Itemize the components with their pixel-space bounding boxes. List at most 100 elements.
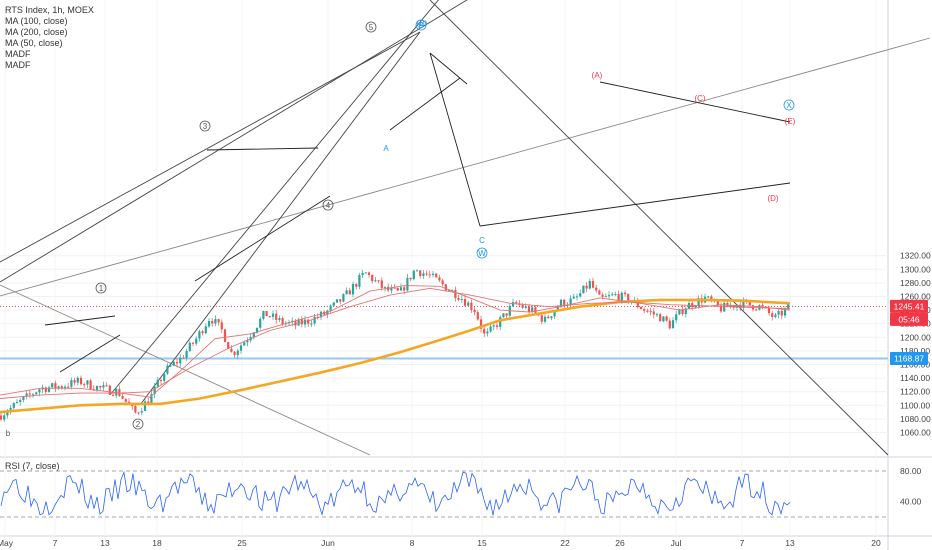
candle-body (585, 285, 588, 289)
candle-body (230, 348, 233, 352)
candle-body (252, 332, 255, 337)
candle-body (348, 290, 351, 295)
candle-body (396, 287, 399, 291)
candle-body (175, 361, 179, 364)
wave-labels: 1 2 3 4 5 B A CW (A) (B) (C) (D) (E) Xb (6, 19, 796, 438)
candle-body (489, 326, 492, 332)
candle-body (742, 300, 745, 308)
candle-body (419, 270, 422, 276)
candle-body (3, 415, 6, 420)
candle-body (694, 306, 697, 308)
candle-body (0, 415, 3, 420)
candle-body (479, 319, 483, 329)
candle-body (188, 342, 191, 352)
candle-body (47, 387, 51, 392)
legend-ma100: MA (100, close) (5, 16, 68, 26)
candle-body (454, 289, 457, 299)
x-tick-label: 7 (53, 538, 58, 548)
candle-body (486, 331, 489, 334)
legend-title: RTS Index, 1h, MOEX (5, 5, 94, 15)
candle-body (246, 340, 249, 343)
wave-label: 5 (369, 23, 374, 32)
candle-body (403, 287, 406, 291)
wave-label: 1 (99, 284, 104, 293)
y-tick-label: 1280.00 (900, 278, 931, 288)
candle-body (156, 380, 159, 387)
candle-body (73, 380, 76, 383)
candle-body (447, 290, 451, 292)
wave-label: 3 (203, 122, 208, 131)
legend-ma200: MA (200, close) (5, 27, 68, 37)
candle-body (137, 412, 140, 414)
candle-body (105, 385, 108, 387)
candle-body (435, 273, 438, 278)
trendline (0, 0, 468, 283)
wave-label: (D) (767, 194, 778, 203)
candle-body (265, 311, 268, 317)
wave-marker (476, 247, 488, 259)
wave-label: (B) (417, 19, 428, 28)
candle-body (444, 284, 447, 291)
candle-body (89, 380, 92, 390)
candle-body (179, 357, 182, 364)
trendline (599, 81, 791, 123)
candle-body (611, 294, 614, 296)
wave-marker (415, 19, 427, 31)
candle-body (511, 302, 515, 307)
candle-body (108, 385, 111, 395)
candle-body (473, 309, 476, 313)
candle-body (15, 401, 19, 404)
candle-body (515, 302, 518, 304)
y-tick-label: 1180.00 (900, 346, 930, 356)
candle-body (787, 304, 790, 309)
candle-body (451, 289, 454, 291)
candle-body (422, 273, 425, 276)
candle-body (342, 294, 345, 302)
candle-body (735, 304, 739, 308)
x-tick-label: 13 (100, 538, 110, 548)
candle-body (275, 313, 278, 320)
candle-body (166, 365, 169, 374)
trendline (109, 0, 439, 396)
candle-body (319, 311, 323, 318)
candle-body (243, 342, 246, 346)
candle-body (271, 313, 275, 317)
candle-body (425, 273, 428, 275)
candle-body (169, 365, 172, 367)
candle-body (556, 306, 559, 311)
candle-body (415, 270, 419, 272)
legend-madf-2: MADF (5, 60, 31, 70)
y-tick-label: 1200.00 (900, 332, 931, 342)
candle-body (438, 277, 441, 281)
x-tick-label: 15 (477, 538, 487, 548)
x-tick-label: 8 (410, 538, 415, 548)
candle-body (620, 292, 623, 301)
level-badge (890, 351, 928, 365)
candle-body (665, 316, 668, 321)
wave-marker (365, 21, 377, 33)
candle-body (377, 280, 380, 282)
candle-body (268, 316, 271, 318)
candle-body (345, 290, 348, 295)
candle-body (153, 386, 156, 395)
candle-body (755, 309, 758, 311)
y-tick-label: 1320.00 (900, 251, 931, 261)
moving-averages (0, 285, 791, 414)
candle-body (543, 316, 547, 322)
candle-body (367, 272, 371, 276)
candle-body (278, 318, 281, 320)
wave-label: (C) (694, 94, 705, 103)
candle-body (540, 315, 543, 322)
trendline (0, 37, 931, 297)
candle-body (150, 394, 153, 405)
last-price-badge (890, 299, 928, 313)
wave-label: (E) (785, 117, 796, 126)
candle-body (767, 307, 771, 314)
candle-body (60, 386, 63, 388)
candle-body (57, 386, 60, 389)
y-tick-label: 1260.00 (900, 292, 931, 302)
candle-body (351, 284, 355, 295)
candle-body (476, 312, 479, 320)
candle-body (134, 406, 137, 413)
